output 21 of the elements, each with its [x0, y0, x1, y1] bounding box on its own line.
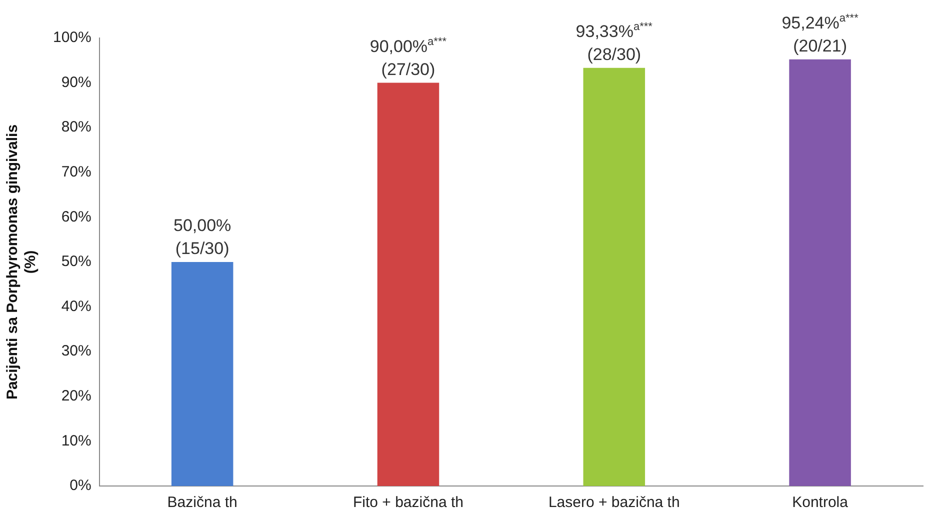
- y-tick-label: 0%: [70, 477, 92, 494]
- y-axis-title: Pacijenti sa Porphyromonas gingivalis (%): [4, 124, 40, 400]
- y-tick-label: 50%: [61, 253, 92, 270]
- y-tick-label: 90%: [61, 74, 92, 91]
- bar: [789, 59, 851, 486]
- x-tick-label: Fito + bazična th: [352, 494, 464, 512]
- x-tick-label: Bazična th: [167, 494, 238, 512]
- bar: [171, 262, 234, 486]
- y-tick-label: 70%: [61, 164, 92, 181]
- bar: [583, 68, 646, 486]
- y-tick-label: 80%: [61, 118, 92, 136]
- y-tick-label: 40%: [61, 298, 92, 315]
- y-tick-label: 20%: [61, 388, 92, 405]
- y-tick-label: 60%: [61, 208, 92, 226]
- y-tick-label: 100%: [52, 29, 92, 46]
- x-tick-label: Lasero + bazična th: [548, 494, 680, 512]
- y-tick-label: 10%: [61, 432, 92, 450]
- data-label: 50,00% (15/30): [173, 216, 232, 258]
- bar: [377, 82, 440, 486]
- y-tick-label: 30%: [61, 342, 92, 360]
- x-tick-label: Kontrola: [792, 494, 849, 512]
